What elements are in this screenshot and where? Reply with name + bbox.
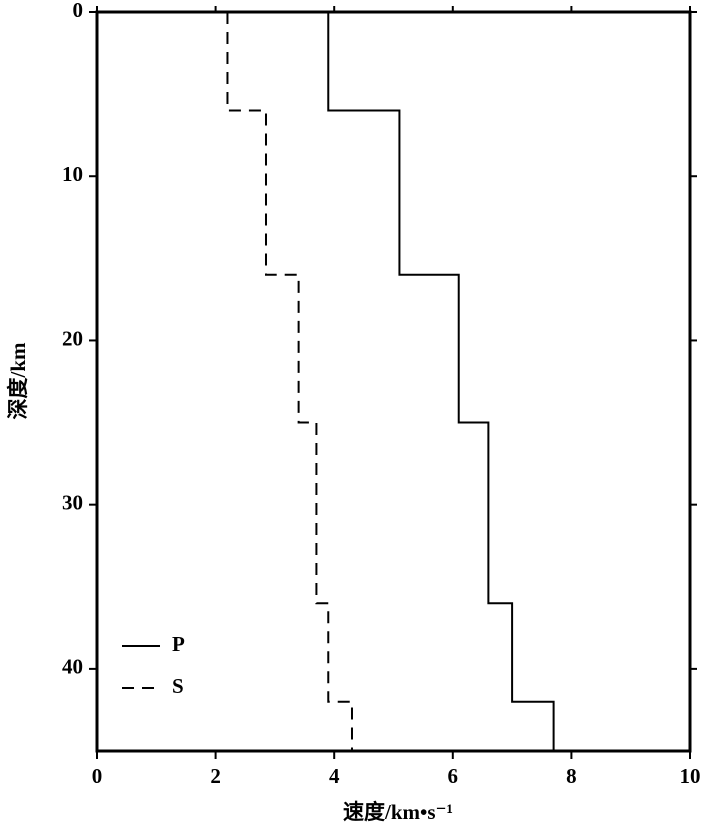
x-tick-label: 0 [92,764,103,788]
x-tick-label: 8 [566,764,577,788]
x-tick-label: 6 [448,764,459,788]
y-axis-label: 深度/km [6,342,30,420]
y-tick-label: 40 [62,655,83,679]
y-tick-label: 20 [62,326,83,350]
series-line [226,12,353,751]
x-tick-label: 2 [210,764,221,788]
series-line [327,12,555,751]
legend-label: P [172,632,185,656]
x-axis-label: 速度/km•s⁻¹ [343,800,453,824]
x-tick-label: 4 [329,764,340,788]
plot-frame [95,10,692,753]
y-tick-label: 30 [62,490,83,514]
x-tick-label: 10 [680,764,701,788]
legend-label: S [172,674,184,698]
y-tick-label: 10 [62,162,83,186]
y-tick-label: 0 [73,0,84,22]
